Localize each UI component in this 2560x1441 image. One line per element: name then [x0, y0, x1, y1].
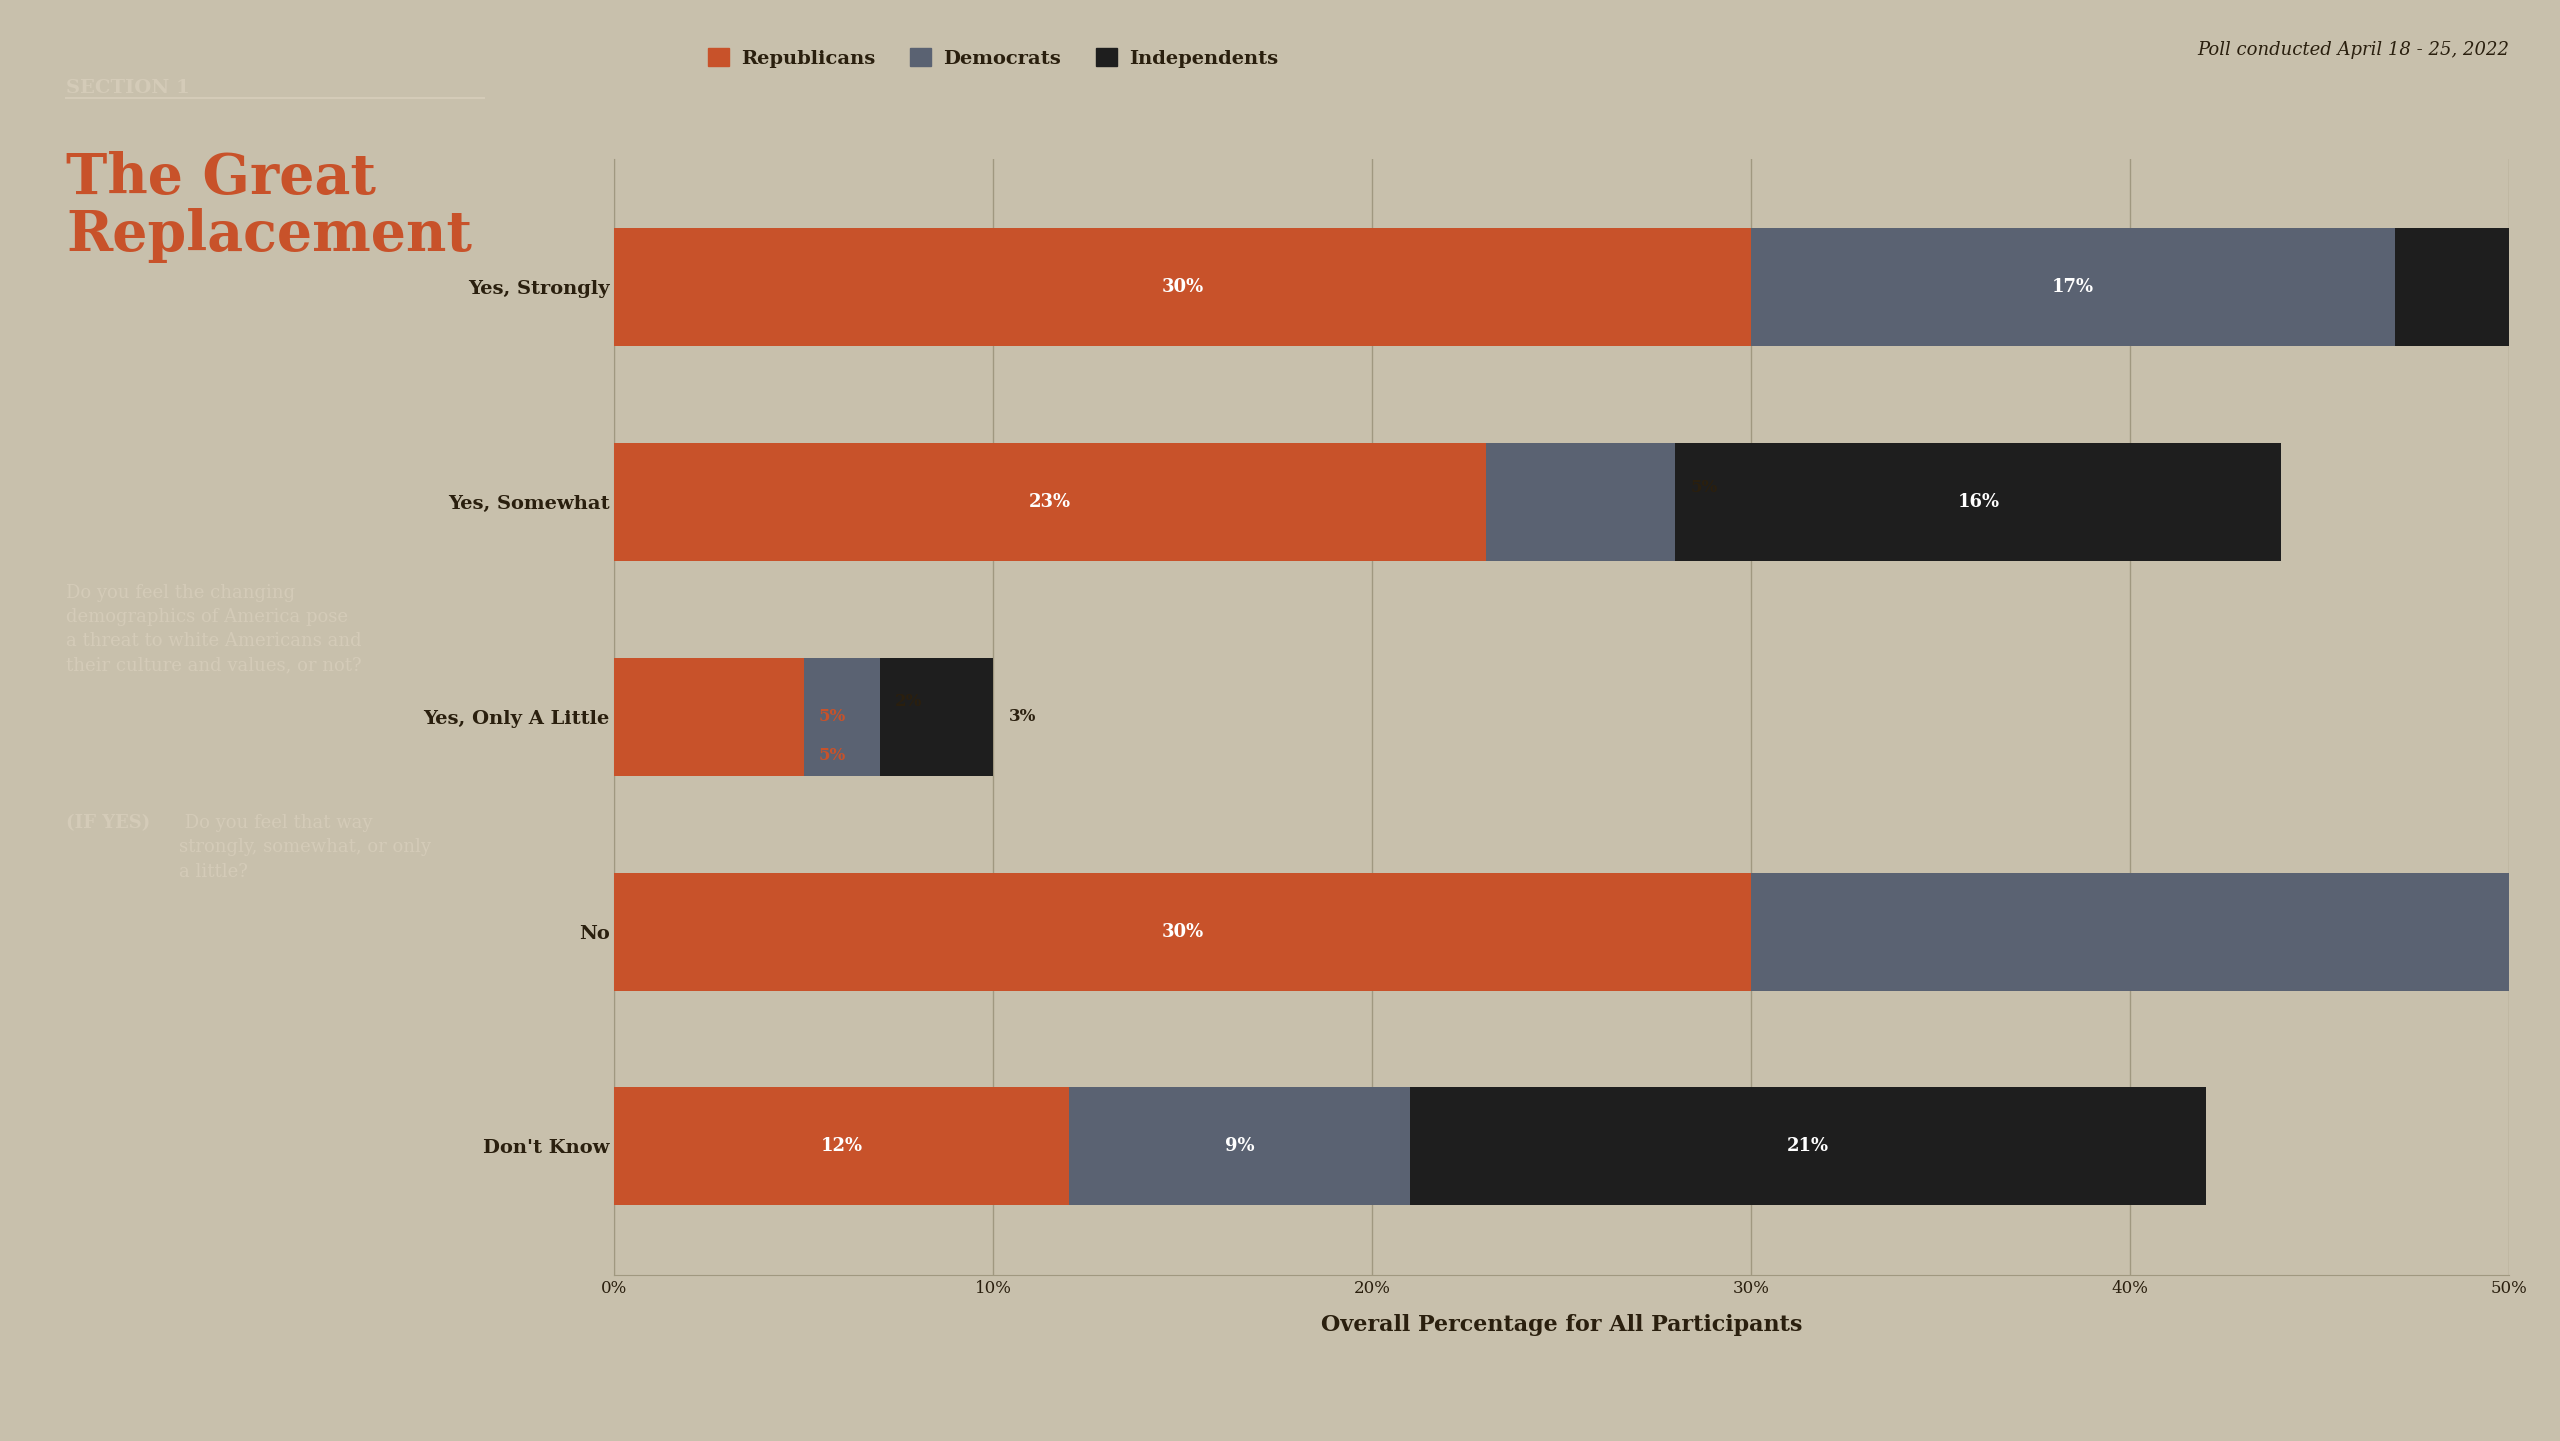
Text: 2%: 2%	[896, 693, 922, 710]
Text: 23%: 23%	[1029, 493, 1070, 512]
Text: SECTION 1: SECTION 1	[67, 79, 189, 97]
Text: Poll conducted April 18 - 25, 2022: Poll conducted April 18 - 25, 2022	[2196, 42, 2509, 59]
Bar	[1751, 228, 2396, 346]
Bar	[881, 659, 993, 775]
Text: Do you feel that way
strongly, somewhat, or only
a little?: Do you feel that way strongly, somewhat,…	[179, 814, 430, 880]
Text: 12%: 12%	[822, 1137, 863, 1156]
Text: 5%: 5%	[1690, 478, 1718, 496]
Text: 5%: 5%	[819, 709, 847, 725]
Bar	[1070, 1088, 1411, 1206]
Text: 9%: 9%	[1224, 1137, 1254, 1156]
Legend: Republicans, Democrats, Independents: Republicans, Democrats, Independents	[699, 40, 1285, 75]
Bar	[614, 873, 1751, 991]
Bar	[614, 228, 1751, 346]
Bar	[1485, 442, 1674, 561]
Bar	[1674, 442, 2281, 561]
Bar	[804, 659, 881, 775]
Bar	[1411, 1088, 2207, 1206]
Text: 30%: 30%	[1162, 278, 1203, 297]
Text: Do you feel the changing
demographics of America pose
a threat to white American: Do you feel the changing demographics of…	[67, 584, 361, 674]
Bar	[614, 659, 804, 775]
Text: 5%: 5%	[819, 746, 847, 764]
Text: 3%: 3%	[1009, 709, 1037, 725]
X-axis label: Overall Percentage for All Participants: Overall Percentage for All Participants	[1321, 1314, 1802, 1336]
Bar	[1751, 873, 2560, 991]
Text: 30%: 30%	[1162, 922, 1203, 941]
Bar	[614, 1088, 1070, 1206]
Text: 21%: 21%	[1787, 1137, 1828, 1156]
Text: 17%: 17%	[2053, 278, 2094, 297]
Text: (IF YES): (IF YES)	[67, 814, 151, 831]
Text: The Great
Replacement: The Great Replacement	[67, 151, 471, 264]
Bar	[2396, 228, 2560, 346]
Text: 16%: 16%	[1958, 493, 1999, 512]
Bar	[614, 442, 1485, 561]
